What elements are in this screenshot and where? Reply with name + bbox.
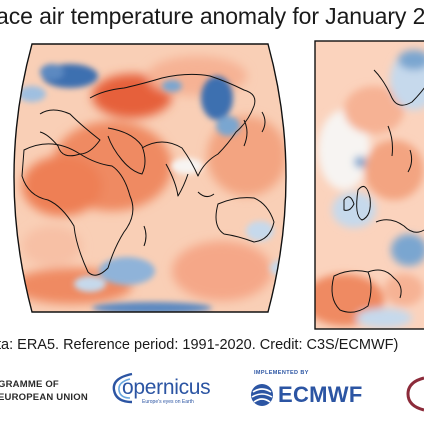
- ecmwf-wordmark: ECMWF: [278, 382, 363, 407]
- map-title: ace air temperature anomaly for January …: [0, 3, 424, 29]
- europe-anomaly-map: [314, 40, 424, 330]
- copernicus-arc-icon: [112, 372, 133, 404]
- eu-partner-logo-icon: [406, 376, 424, 412]
- copernicus-wordmark: opernicus: [122, 376, 211, 399]
- logo-footer: GRAMME OF EUROPEAN UNION opernicus Europ…: [0, 366, 424, 424]
- eu-programme-text: GRAMME OF EUROPEAN UNION: [0, 379, 88, 403]
- map-caption: ta: ERA5. Reference period: 1991-2020. C…: [0, 337, 399, 353]
- ecmwf-logo: IMPLEMENTED BY ECMWF: [248, 370, 378, 416]
- world-anomaly-map: [13, 43, 287, 313]
- copernicus-logo: opernicus Europe's eyes on Earth: [108, 368, 228, 416]
- ecmwf-emblem-icon: [251, 384, 273, 406]
- copernicus-tagline: Europe's eyes on Earth: [142, 399, 194, 405]
- implemented-by-label: IMPLEMENTED BY: [254, 370, 309, 376]
